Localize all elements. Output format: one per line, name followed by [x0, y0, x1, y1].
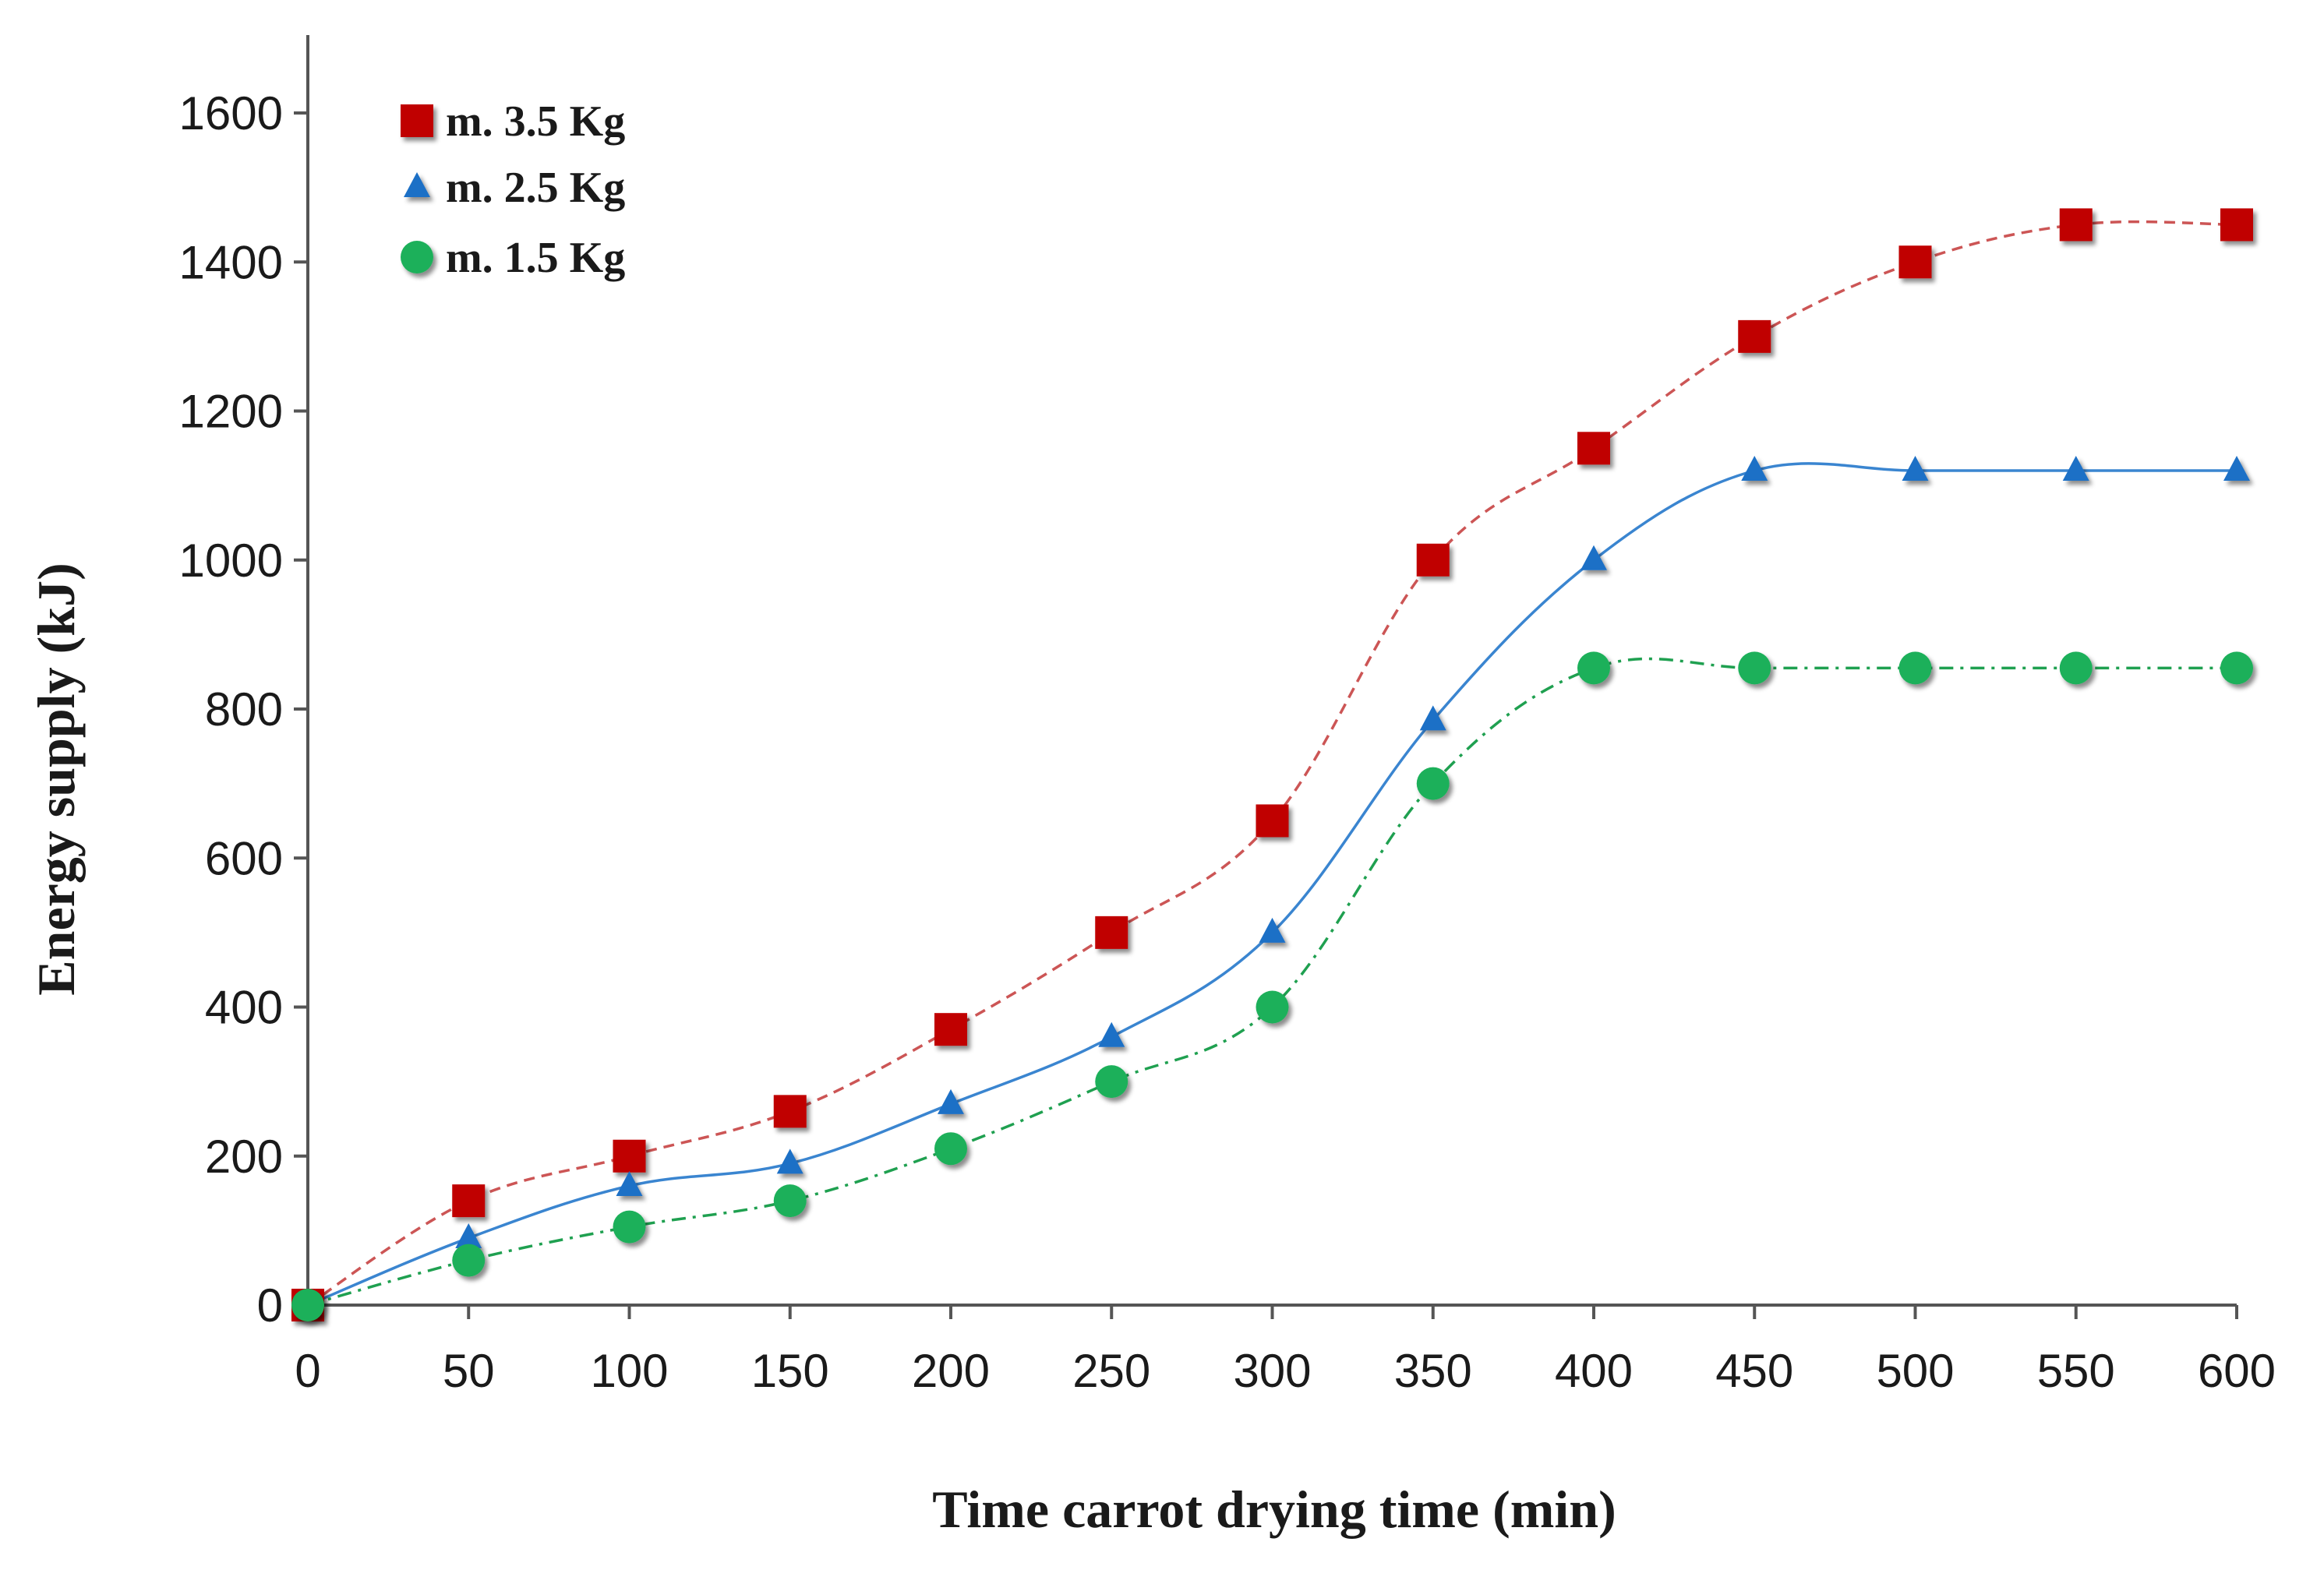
- data-point: [1898, 245, 1932, 279]
- axes: 0 200 400 600 800 1000 1200 1400 1600 0 50 100 150 20…: [179, 35, 2276, 1397]
- series-lines: [307, 220, 2237, 1307]
- legend-label-2: m. 1.5 Kg: [446, 234, 625, 282]
- x-tick-label: 0: [295, 1345, 320, 1397]
- data-point: [2059, 651, 2093, 685]
- y-tick-label: 1200: [179, 386, 283, 438]
- data-point: [613, 1210, 646, 1244]
- data-point: [613, 1139, 646, 1173]
- data-point: [938, 1088, 964, 1114]
- data-point: [1256, 804, 1289, 838]
- x-tick-label: 400: [1555, 1345, 1633, 1397]
- data-point: [1419, 705, 1446, 731]
- series-markers: [291, 208, 2253, 1321]
- series-line-0: [307, 220, 2237, 1307]
- data-point: [455, 1222, 482, 1248]
- data-point: [773, 1095, 807, 1128]
- series-line-2: [307, 657, 2237, 1307]
- data-point: [2059, 208, 2093, 242]
- legend-label-0: m. 3.5 Kg: [446, 97, 625, 146]
- data-point: [1898, 651, 1932, 685]
- data-point: [452, 1244, 486, 1277]
- x-tick-label: 250: [1072, 1345, 1150, 1397]
- x-tick-label: 150: [751, 1345, 829, 1397]
- data-point: [1738, 651, 1771, 685]
- data-point: [2220, 651, 2253, 685]
- y-tick-label: 800: [205, 683, 283, 736]
- data-point: [2062, 456, 2089, 481]
- y-axis-title: Energy supply (kJ): [26, 563, 86, 995]
- legend-marker-2: [401, 241, 433, 273]
- y-tick-label: 1600: [179, 87, 283, 139]
- x-tick-label: 100: [590, 1345, 668, 1397]
- x-tick-label: 200: [912, 1345, 990, 1397]
- x-axis-title: Time carrot drying time (min): [932, 1480, 1616, 1539]
- data-point: [2223, 456, 2250, 481]
- x-tick-label: 300: [1233, 1345, 1311, 1397]
- data-point: [2220, 208, 2253, 242]
- data-point: [1095, 1065, 1128, 1099]
- data-point: [1581, 545, 1607, 570]
- y-tick-label: 200: [205, 1131, 283, 1183]
- data-point: [1416, 543, 1450, 577]
- legend-marker-1: [404, 172, 430, 197]
- x-tick-label: 350: [1394, 1345, 1472, 1397]
- data-point: [1416, 767, 1450, 800]
- data-point: [1577, 651, 1610, 685]
- data-point: [291, 1289, 324, 1321]
- series-line-1: [307, 462, 2237, 1307]
- y-tick-label: 600: [205, 832, 283, 884]
- legend-marker-0: [401, 104, 433, 137]
- data-point: [1902, 456, 1929, 481]
- y-tick-label: 1000: [179, 535, 283, 587]
- data-point: [934, 1013, 967, 1046]
- data-point: [1095, 916, 1128, 949]
- data-point: [1741, 456, 1768, 481]
- data-point: [452, 1184, 486, 1218]
- x-tick-label: 550: [2037, 1345, 2115, 1397]
- data-point: [1577, 432, 1610, 465]
- data-point: [773, 1184, 807, 1218]
- data-point: [1256, 990, 1289, 1024]
- legend: m. 3.5 Kg m. 2.5 Kg m. 1.5 Kg: [401, 97, 625, 282]
- legend-label-1: m. 2.5 Kg: [446, 164, 625, 212]
- data-point: [1738, 319, 1771, 353]
- y-tick-label: 400: [205, 982, 283, 1034]
- y-tick-label: 0: [257, 1279, 283, 1332]
- x-tick-label: 50: [443, 1345, 495, 1397]
- data-point: [934, 1132, 967, 1166]
- data-point: [776, 1148, 804, 1174]
- y-tick-label: 1400: [179, 236, 283, 288]
- data-point: [616, 1171, 643, 1196]
- data-point: [1259, 917, 1286, 943]
- x-tick-label: 450: [1715, 1345, 1793, 1397]
- data-point: [1098, 1021, 1125, 1047]
- x-tick-label: 600: [2198, 1345, 2276, 1397]
- x-tick-label: 500: [1876, 1345, 1954, 1397]
